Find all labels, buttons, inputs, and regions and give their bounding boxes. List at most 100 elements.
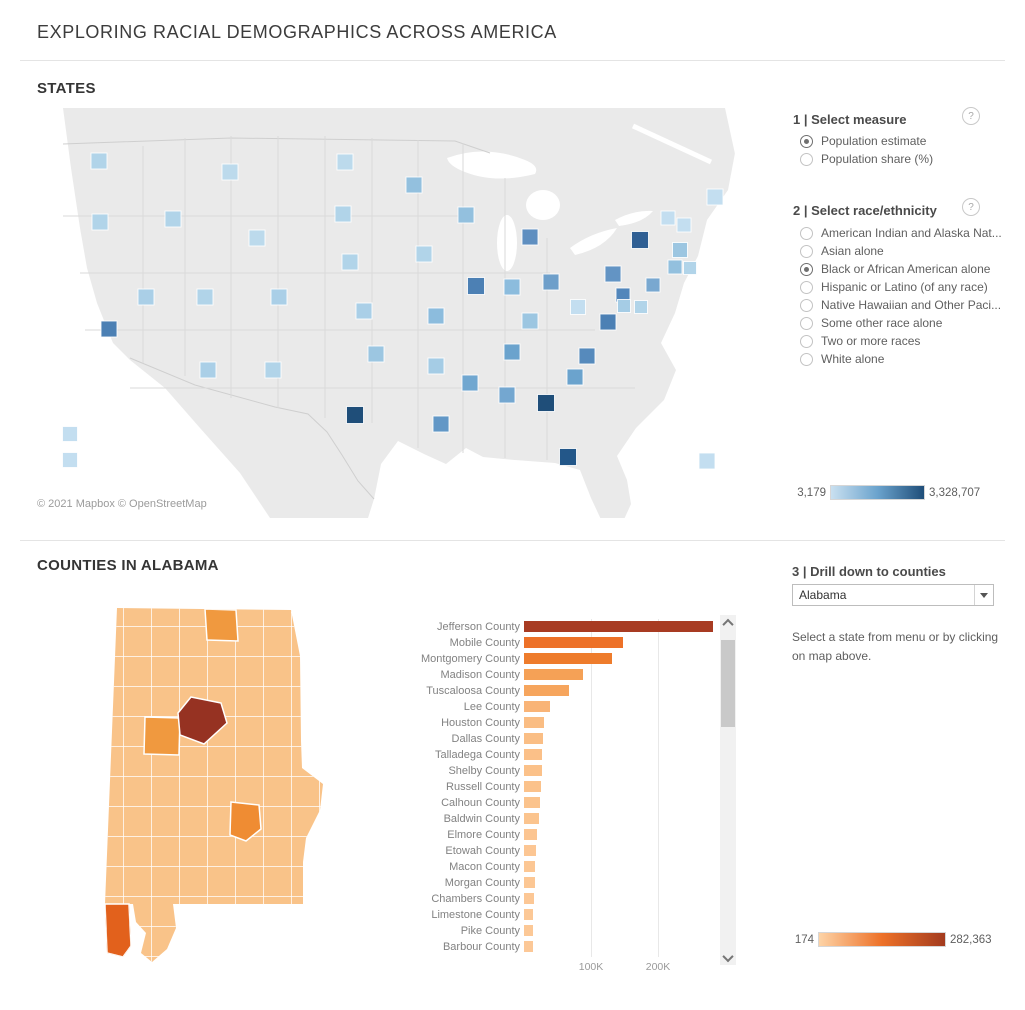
state-square-NC[interactable] [578,347,596,365]
state-square-ID[interactable] [164,210,182,228]
state-square-KS[interactable] [355,302,373,320]
bar-shelby-county[interactable] [524,765,542,776]
radio-option[interactable]: Population share (%) [793,150,933,168]
us-states-map[interactable] [35,108,755,518]
measure-radio-group[interactable]: Population estimate Population share (%) [793,132,933,168]
radio-unselected-icon[interactable] [800,316,813,330]
state-square-HI[interactable] [62,452,78,468]
bar-etowah-county[interactable] [524,845,536,856]
radio-selected-icon[interactable] [800,134,813,148]
bar-talladega-county[interactable] [524,749,543,760]
state-square-SD[interactable] [334,205,352,223]
bar-madison-county[interactable] [524,669,583,680]
county-mobile[interactable] [105,903,132,958]
radio-unselected-icon[interactable] [800,298,813,312]
radio-unselected-icon[interactable] [800,280,813,294]
state-square-IN[interactable] [503,278,521,296]
state-square-IA[interactable] [415,245,433,263]
state-square-NJ[interactable] [645,277,661,293]
state-square-WA[interactable] [90,152,108,170]
county-montgomery[interactable] [229,801,262,842]
state-square-SC[interactable] [566,368,584,386]
radio-unselected-icon[interactable] [800,352,813,366]
race-radio-group[interactable]: American Indian and Alaska Nat... Asian a… [793,224,1002,368]
alabama-county-map[interactable] [95,596,340,968]
state-square-MA[interactable] [672,242,688,258]
bar-chambers-county[interactable] [524,893,535,904]
bar-pike-county[interactable] [524,925,534,936]
bar-limestone-county[interactable] [524,909,534,920]
scroll-down-button[interactable] [720,950,736,965]
state-square-NH[interactable] [676,217,692,233]
state-square-CT[interactable] [667,259,683,275]
state-square-MS[interactable] [461,374,479,392]
radio-selected-icon[interactable] [800,262,813,276]
state-square-MO[interactable] [427,307,445,325]
state-square-NY[interactable] [631,231,649,249]
state-square-MN[interactable] [405,176,423,194]
radio-unselected-icon[interactable] [800,334,813,348]
state-square-KY[interactable] [521,312,539,330]
state-square-WI[interactable] [457,206,475,224]
bar-houston-county[interactable] [524,717,545,728]
radio-option[interactable]: Asian alone [793,242,1002,260]
radio-option[interactable]: Some other race alone [793,314,1002,332]
state-square-OK[interactable] [367,345,385,363]
county-jefferson[interactable] [177,696,228,745]
state-square-AR[interactable] [427,357,445,375]
bar-mobile-county[interactable] [524,637,624,648]
scrollbar-thumb[interactable] [721,640,735,727]
state-square-WV[interactable] [570,299,586,315]
state-square-NV[interactable] [137,288,155,306]
state-square-PA[interactable] [604,265,622,283]
state-square-TN[interactable] [503,343,521,361]
legend-gradient-bar[interactable] [818,932,946,947]
radio-unselected-icon[interactable] [800,226,813,240]
state-square-AL[interactable] [498,386,516,404]
bar-lee-county[interactable] [524,701,551,712]
state-square-FL[interactable] [559,448,577,466]
state-square-RI[interactable] [683,261,697,275]
help-icon-measure[interactable]: ? [962,107,980,125]
bar-baldwin-county[interactable] [524,813,539,824]
state-square-layer[interactable] [62,152,724,470]
bar-plot-area[interactable] [524,619,722,957]
state-square-VA[interactable] [599,313,617,331]
radio-option[interactable]: Population estimate [793,132,933,150]
bar-tuscaloosa-county[interactable] [524,685,569,696]
scroll-up-button[interactable] [720,615,736,630]
state-square-OH[interactable] [542,273,560,291]
scrollbar[interactable] [720,615,736,965]
state-square-WY[interactable] [248,229,266,247]
state-dropdown[interactable]: Alabama [792,584,994,606]
state-square-NE[interactable] [341,253,359,271]
bar-morgan-county[interactable] [524,877,535,888]
radio-option[interactable]: Hispanic or Latino (of any race) [793,278,1002,296]
state-square-ND[interactable] [336,153,354,171]
radio-unselected-icon[interactable] [800,244,813,258]
state-square-PR[interactable] [698,452,716,470]
bar-macon-county[interactable] [524,861,536,872]
dropdown-arrow-box[interactable] [974,585,993,605]
radio-option[interactable]: Black or African American alone [793,260,1002,278]
state-square-CO[interactable] [270,288,288,306]
state-square-UT[interactable] [196,288,214,306]
state-square-AK[interactable] [62,426,78,442]
county-madison[interactable] [204,608,239,642]
state-square-TX[interactable] [346,406,364,424]
bar-barbour-county[interactable] [524,941,533,952]
state-square-MT[interactable] [221,163,239,181]
radio-unselected-icon[interactable] [800,152,813,166]
bar-jefferson-county[interactable] [524,621,714,632]
bar-montgomery-county[interactable] [524,653,612,664]
bar-calhoun-county[interactable] [524,797,541,808]
bar-russell-county[interactable] [524,781,542,792]
state-square-VT[interactable] [660,210,676,226]
radio-option[interactable]: White alone [793,350,1002,368]
state-square-GA[interactable] [537,394,555,412]
county-tuscaloosa[interactable] [143,716,181,756]
state-square-DE[interactable] [634,300,648,314]
state-square-OR[interactable] [91,213,109,231]
state-square-NM[interactable] [264,361,282,379]
radio-option[interactable]: Two or more races [793,332,1002,350]
